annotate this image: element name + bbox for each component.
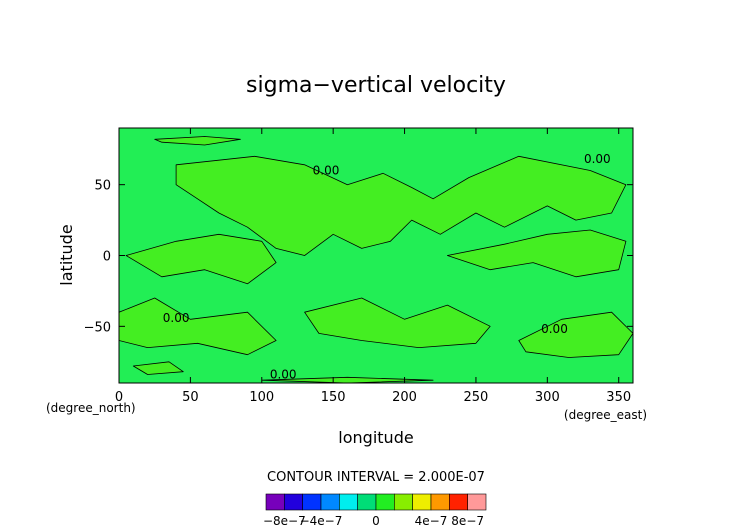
- x-tick-label: 50: [182, 390, 199, 405]
- colorbar-swatch: [375, 493, 395, 511]
- contour-region: [261, 376, 434, 383]
- x-tick-label: 0: [115, 390, 123, 405]
- y-tick-label: 0: [103, 250, 111, 265]
- contour-region: [304, 297, 491, 349]
- colorbar-swatch: [320, 493, 340, 511]
- x-tick-label: 350: [606, 390, 631, 405]
- colorbar-swatch: [467, 493, 487, 511]
- contour-label: 0.00: [163, 311, 190, 325]
- y-tick-label: 50: [94, 179, 111, 194]
- colorbar-swatch: [284, 493, 303, 511]
- colorbar-swatch: [430, 493, 450, 511]
- x-tick-label: 150: [321, 390, 346, 405]
- colorbar: −8e−7−4e−7 0 4e−7 8e−7: [263, 493, 487, 528]
- colorbar-swatch: [394, 493, 413, 511]
- colorbar-tick-label: −4e−7: [300, 514, 343, 528]
- contour-interval-label: CONTOUR INTERVAL = 2.000E-07: [267, 470, 485, 485]
- x-axis-label: longitude: [338, 428, 413, 447]
- y-axis-unit: (degree_north): [46, 401, 136, 415]
- contour-region: [175, 155, 627, 256]
- x-tick-label: 250: [464, 390, 489, 405]
- colorbar-swatch: [265, 493, 285, 511]
- contour-label: 0.00: [270, 368, 297, 382]
- contour-region: [132, 361, 184, 375]
- contour-region: [446, 229, 627, 278]
- x-ticks: 0 50 100 150 200 250 300 350: [115, 128, 631, 405]
- contour-label: 0.00: [541, 322, 568, 336]
- contour-region: [518, 311, 633, 358]
- contour-region: [125, 233, 277, 285]
- colorbar-swatch: [302, 493, 322, 511]
- x-tick-label: 200: [392, 390, 417, 405]
- colorbar-swatch: [449, 493, 468, 511]
- colorbar-swatch: [412, 493, 432, 511]
- contour-label: 0.00: [584, 152, 611, 166]
- y-ticks: −50 0 50: [84, 179, 633, 335]
- x-tick-label: 100: [249, 390, 274, 405]
- contour-region: [154, 136, 241, 146]
- x-tick-label: 300: [535, 390, 560, 405]
- chart-title: sigma−vertical velocity: [246, 73, 506, 98]
- colorbar-swatch: [357, 493, 377, 511]
- colorbar-tick-label: 8e−7: [451, 514, 484, 528]
- colorbar-tick-label: 0: [372, 514, 380, 528]
- colorbar-tick-label: −8e−7: [263, 514, 306, 528]
- y-axis-label: latitude: [57, 224, 76, 285]
- x-axis-unit: (degree_east): [564, 408, 647, 422]
- y-tick-label: −50: [84, 320, 111, 335]
- colorbar-swatch: [339, 493, 358, 511]
- contour-label: 0.00: [313, 164, 340, 178]
- colorbar-tick-label: 4e−7: [415, 514, 448, 528]
- plot-area: 0.00 0.00 0.00 0.00 0.00: [118, 127, 634, 384]
- contour-region: [119, 297, 277, 356]
